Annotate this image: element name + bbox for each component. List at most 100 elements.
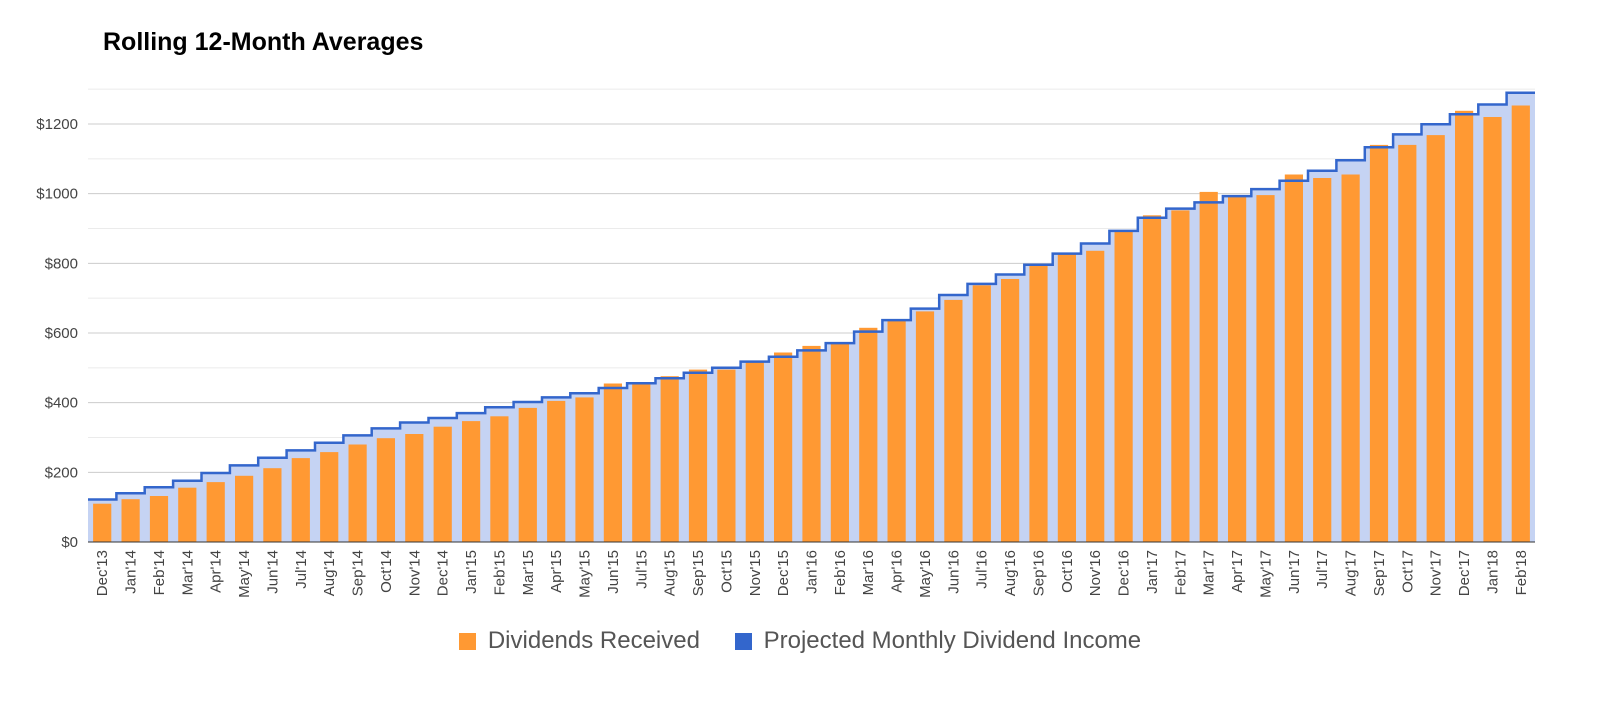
y-tick-label: $200 <box>45 464 78 481</box>
legend-label-projected: Projected Monthly Dividend Income <box>763 627 1142 654</box>
bar-Dec'13 <box>93 503 112 542</box>
x-tick-label: May'15 <box>577 550 594 598</box>
x-tick-label: Dec'17 <box>1456 550 1473 596</box>
y-tick-label: $400 <box>45 395 78 412</box>
x-tick-label: Feb'15 <box>491 550 508 595</box>
x-tick-label: May'16 <box>917 550 934 598</box>
x-tick-label: Mar'14 <box>179 550 196 595</box>
legend-item-dividends[interactable]: Dividends Received <box>458 627 700 655</box>
x-tick-label: Mar'15 <box>520 550 537 595</box>
x-tick-label: Nov'17 <box>1428 550 1445 596</box>
x-tick-label: Mar'16 <box>860 550 877 595</box>
bar-May'15 <box>575 397 594 542</box>
bar-Nov'17 <box>1426 135 1445 542</box>
bar-Jan'18 <box>1483 117 1502 542</box>
legend: Dividends Received Projected Monthly Div… <box>0 627 1600 657</box>
x-tick-label: Apr'15 <box>548 550 565 593</box>
bar-Dec'14 <box>433 426 452 542</box>
bar-Apr'15 <box>547 400 566 542</box>
bar-Nov'15 <box>745 361 764 542</box>
y-tick-label: $1000 <box>36 186 78 203</box>
x-tick-label: Apr'16 <box>889 550 906 593</box>
bar-Oct'16 <box>1057 254 1076 543</box>
y-tick-label: $600 <box>45 325 78 342</box>
bar-Apr'16 <box>887 320 906 542</box>
y-tick-label: $0 <box>61 534 78 551</box>
x-tick-label: Feb'14 <box>151 550 168 595</box>
x-tick-label: Jan'16 <box>804 550 821 594</box>
x-tick-label: Jul'15 <box>633 550 650 589</box>
bar-Jun'17 <box>1284 174 1303 542</box>
x-tick-label: Sep'15 <box>690 550 707 596</box>
bar-Feb'16 <box>830 343 849 542</box>
x-tick-label: Nov'16 <box>1087 550 1104 596</box>
bar-Jul'17 <box>1313 178 1332 542</box>
bar-Sep'17 <box>1369 144 1389 542</box>
projected-income-step-line <box>88 91 1535 501</box>
x-tick-label: May'17 <box>1258 550 1275 598</box>
bar-Dec'15 <box>774 352 793 542</box>
bar-Aug'14 <box>320 452 339 542</box>
x-tick-label: Dec'15 <box>775 550 792 596</box>
x-tick-label: Nov'14 <box>406 550 423 596</box>
bar-May'16 <box>915 311 935 542</box>
x-tick-label: Jan'14 <box>123 550 140 594</box>
x-tick-label: Feb'18 <box>1513 550 1530 595</box>
bar-Dec'16 <box>1114 231 1133 542</box>
bar-Mar'14 <box>178 487 197 542</box>
x-tick-label: Aug'15 <box>662 550 679 596</box>
bar-May'14 <box>235 475 254 542</box>
bar-Jan'17 <box>1142 215 1162 543</box>
chart-title: Rolling 12-Month Averages <box>103 28 424 56</box>
x-tick-label: Jun'14 <box>264 550 281 594</box>
x-tick-label: May'14 <box>236 550 253 598</box>
bar-Apr'14 <box>206 482 225 542</box>
x-tick-label: Jun'15 <box>605 550 622 594</box>
bar-Jul'16 <box>972 285 991 542</box>
bar-Jun'16 <box>944 299 963 542</box>
bar-May'17 <box>1256 195 1275 542</box>
x-tick-label: Feb'16 <box>832 550 849 595</box>
x-tick-label: Jan'15 <box>463 550 480 594</box>
legend-item-projected[interactable]: Projected Monthly Dividend Income <box>734 627 1142 655</box>
bar-Jul'14 <box>291 458 310 542</box>
bar-Sep'14 <box>348 444 367 542</box>
x-tick-label: Jan'18 <box>1484 550 1501 594</box>
bar-Apr'17 <box>1228 197 1247 542</box>
bar-Mar'15 <box>518 407 537 542</box>
x-tick-label: Sep'17 <box>1371 550 1388 596</box>
x-tick-label: Aug'16 <box>1002 550 1019 596</box>
bar-Mar'16 <box>859 327 878 542</box>
bar-Jun'14 <box>263 468 282 542</box>
dividend-bars <box>93 105 1530 543</box>
x-tick-label: Jun'16 <box>945 550 962 594</box>
bar-Jan'16 <box>802 345 821 542</box>
y-axis: $0 $200 $400 $600 $800 $1000 $1200 <box>36 116 78 551</box>
x-tick-label: Dec'16 <box>1116 550 1133 596</box>
bar-Sep'16 <box>1029 264 1048 542</box>
bar-Dec'17 <box>1455 110 1474 543</box>
projected-income-line <box>88 91 1535 501</box>
x-tick-label: Aug'17 <box>1343 550 1360 596</box>
x-tick-label: Oct'17 <box>1399 550 1416 593</box>
legend-swatch-orange <box>458 632 476 650</box>
bar-Feb'18 <box>1511 105 1530 542</box>
bar-Aug'16 <box>1001 279 1020 542</box>
legend-swatch-blue <box>734 632 752 650</box>
x-tick-label: Dec'13 <box>94 550 111 596</box>
x-tick-label: Oct'15 <box>718 550 735 593</box>
x-tick-label: Jul'17 <box>1314 550 1331 589</box>
x-tick-label: Mar'17 <box>1201 550 1218 595</box>
x-axis: Dec'13 Jan'14 Feb'14 Mar'14 Apr'14 May'14 Jun'… <box>88 541 1535 598</box>
x-tick-label: Apr'17 <box>1229 550 1246 593</box>
bar-Jan'14 <box>121 499 140 542</box>
x-tick-label: Jul'16 <box>974 550 991 589</box>
x-tick-label: Jul'14 <box>293 550 310 589</box>
bar-Oct'14 <box>376 438 395 542</box>
bar-Feb'15 <box>490 416 509 542</box>
bar-Mar'17 <box>1199 191 1218 542</box>
x-tick-label: Sep'16 <box>1031 550 1048 596</box>
bar-Oct'15 <box>717 369 736 542</box>
x-tick-label: Sep'14 <box>350 550 367 596</box>
x-tick-label: Apr'14 <box>208 550 225 593</box>
